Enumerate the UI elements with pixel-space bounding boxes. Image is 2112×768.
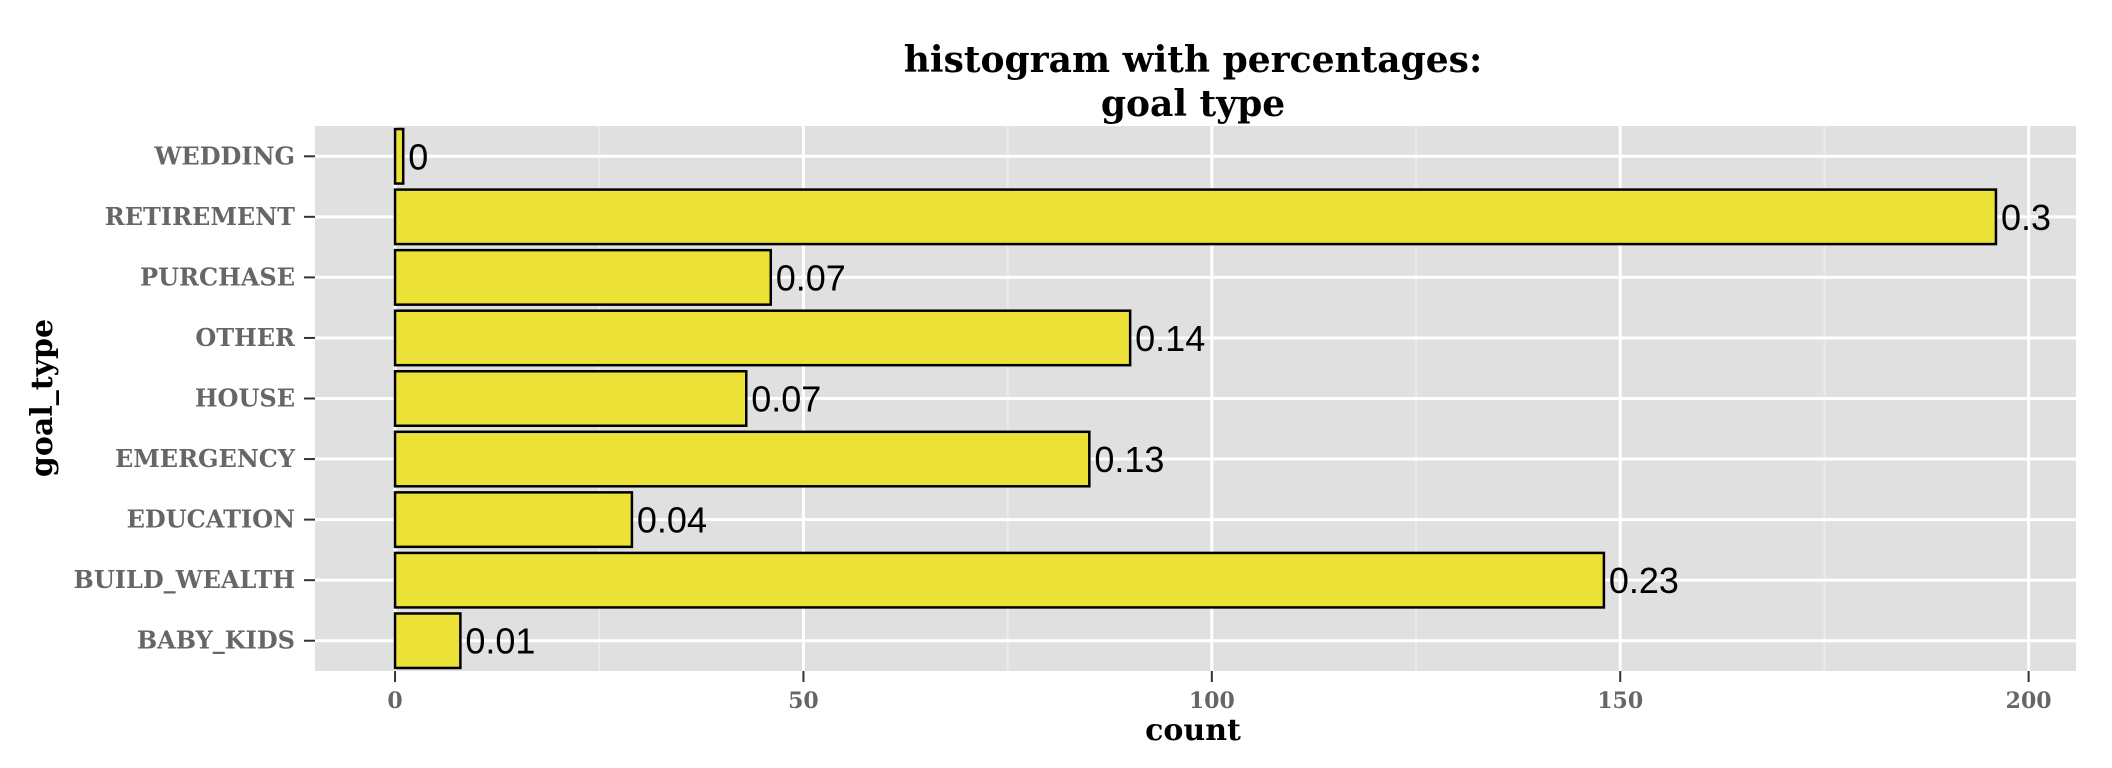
bar-build-wealth (393, 551, 1606, 609)
data-label: 0.3 (2001, 197, 2051, 238)
data-labels: 0.01 0.23 0.04 0.13 0.07 0.14 0.07 0.3 0 (408, 136, 2051, 661)
y-tick-label: BUILD_WEALTH (74, 565, 295, 594)
bar-wedding (393, 127, 405, 185)
y-axis: BABY_KIDS BUILD_WEALTH EDUCATION EMERGENCY H… (74, 141, 315, 655)
data-label: 0.13 (1094, 439, 1164, 480)
y-tick-label: HOUSE (195, 384, 295, 413)
data-label: 0.07 (776, 257, 846, 298)
bar-house (393, 370, 748, 427)
data-label: 0.23 (1609, 560, 1679, 601)
bars (393, 127, 1998, 670)
y-tick-label: WEDDING (153, 141, 295, 170)
bar-baby-kids (393, 612, 462, 670)
y-tick-label: OTHER (195, 323, 296, 352)
chart-title: histogram with percentages: (904, 39, 1482, 81)
x-tick-label: 200 (2006, 688, 2052, 714)
data-label: 0.07 (751, 379, 821, 420)
bar-retirement (393, 188, 1998, 246)
bar-education (393, 491, 634, 549)
bar-purchase (393, 248, 773, 306)
data-label: 0.14 (1135, 318, 1205, 359)
data-label: 0 (408, 136, 428, 177)
y-tick-label: PURCHASE (140, 262, 295, 291)
y-axis-title: goal_type (25, 319, 60, 477)
y-tick-label: BABY_KIDS (137, 626, 295, 655)
x-tick-label: 50 (788, 688, 819, 714)
x-tick-label: 100 (1189, 688, 1235, 714)
x-tick-label: 0 (387, 688, 402, 714)
chart-subtitle: goal type (1101, 83, 1285, 125)
y-tick-label: RETIREMENT (105, 202, 295, 231)
bar-emergency (393, 430, 1091, 488)
y-tick-label: EMERGENCY (115, 444, 296, 473)
x-axis: 0 50 100 150 200 (387, 671, 2052, 714)
bar-other (393, 309, 1132, 367)
data-label: 0.01 (465, 621, 535, 662)
data-label: 0.04 (637, 500, 707, 541)
x-tick-label: 150 (1597, 688, 1643, 714)
y-tick-label: EDUCATION (127, 505, 295, 534)
x-axis-title: count (1145, 713, 1241, 748)
